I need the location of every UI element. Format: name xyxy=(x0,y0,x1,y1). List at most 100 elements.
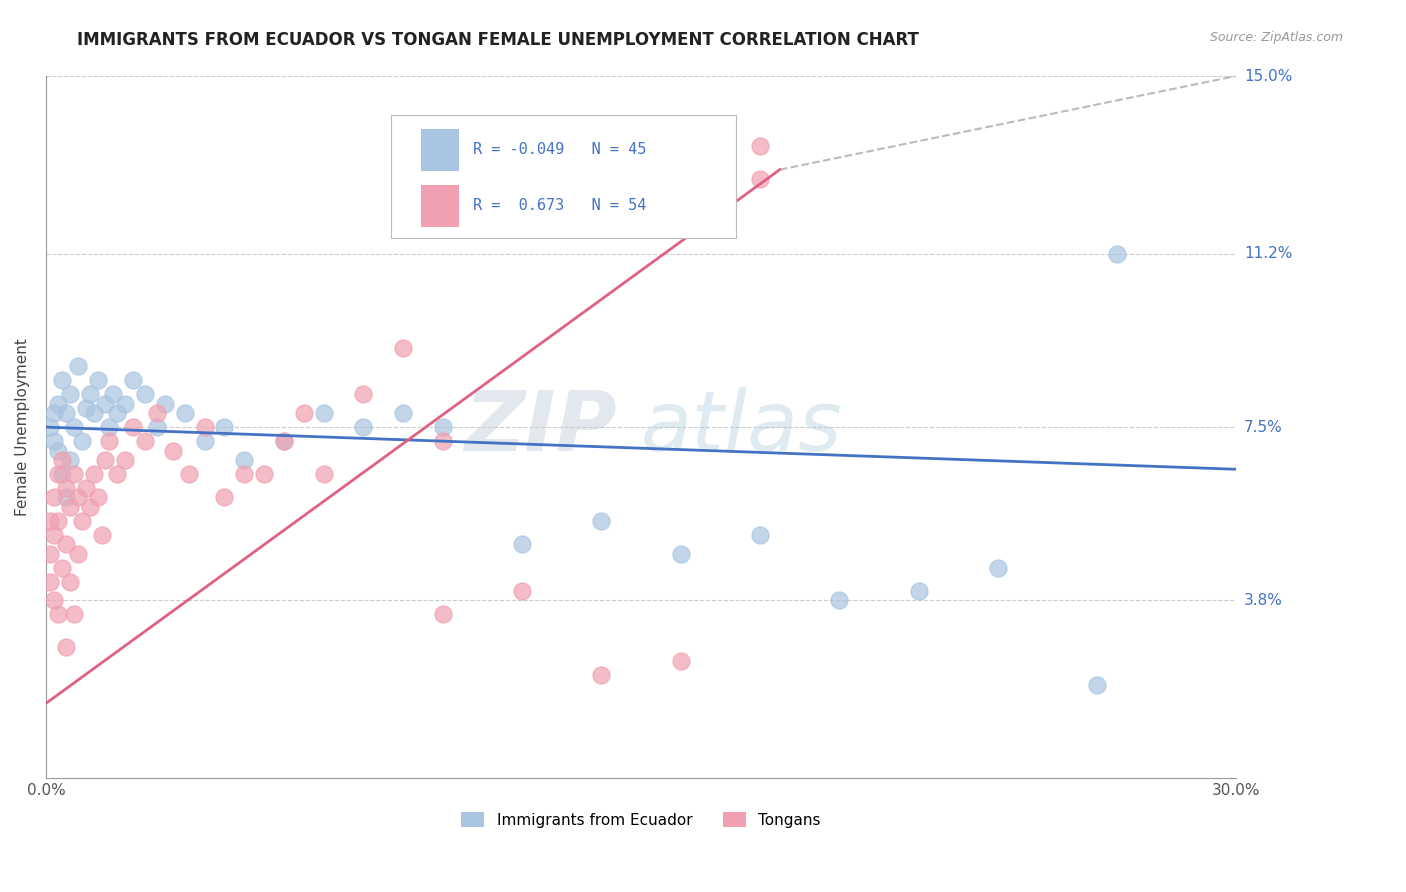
Point xyxy=(86,491,108,505)
Point xyxy=(214,491,236,505)
Point xyxy=(432,434,454,449)
Point xyxy=(146,406,169,420)
Point xyxy=(66,491,89,505)
Point xyxy=(98,420,121,434)
Point xyxy=(59,387,82,401)
Point xyxy=(352,387,374,401)
Point xyxy=(122,373,145,387)
Point xyxy=(105,467,128,481)
Point xyxy=(392,341,415,355)
Point xyxy=(352,420,374,434)
Point xyxy=(79,500,101,514)
Point xyxy=(39,547,62,561)
Point xyxy=(39,574,62,589)
Point xyxy=(669,162,692,177)
Point xyxy=(51,467,73,481)
Point xyxy=(233,453,256,467)
Point xyxy=(94,397,117,411)
Point xyxy=(1085,677,1108,691)
Point xyxy=(214,420,236,434)
Point xyxy=(70,514,93,528)
Point xyxy=(98,434,121,449)
Text: 11.2%: 11.2% xyxy=(1244,246,1292,261)
Point xyxy=(591,668,613,682)
Point xyxy=(75,481,97,495)
Point xyxy=(273,434,295,449)
Point xyxy=(103,387,125,401)
Point xyxy=(987,560,1010,574)
Point xyxy=(42,406,65,420)
Point xyxy=(748,528,770,542)
Point xyxy=(748,139,770,153)
Point xyxy=(122,420,145,434)
Point xyxy=(46,443,69,458)
Point xyxy=(94,453,117,467)
Point xyxy=(105,406,128,420)
Point xyxy=(273,434,295,449)
Point xyxy=(42,434,65,449)
Point xyxy=(39,420,62,434)
Point xyxy=(55,481,77,495)
Point xyxy=(253,467,276,481)
Point xyxy=(173,406,195,420)
Point xyxy=(55,640,77,654)
Point xyxy=(55,406,77,420)
Point xyxy=(46,514,69,528)
Point xyxy=(292,406,315,420)
Point xyxy=(62,420,84,434)
Point xyxy=(669,654,692,668)
Point xyxy=(907,584,929,599)
Text: Source: ZipAtlas.com: Source: ZipAtlas.com xyxy=(1209,31,1343,45)
Point xyxy=(51,373,73,387)
Y-axis label: Female Unemployment: Female Unemployment xyxy=(15,338,30,516)
Point xyxy=(66,547,89,561)
Point xyxy=(46,467,69,481)
Text: IMMIGRANTS FROM ECUADOR VS TONGAN FEMALE UNEMPLOYMENT CORRELATION CHART: IMMIGRANTS FROM ECUADOR VS TONGAN FEMALE… xyxy=(77,31,920,49)
Point xyxy=(828,593,851,607)
Point xyxy=(66,359,89,374)
Point xyxy=(114,453,136,467)
Point xyxy=(177,467,200,481)
Point xyxy=(233,467,256,481)
Point xyxy=(669,547,692,561)
Point xyxy=(312,406,335,420)
Point xyxy=(59,453,82,467)
Point xyxy=(312,467,335,481)
Point xyxy=(86,373,108,387)
Text: 15.0%: 15.0% xyxy=(1244,69,1292,84)
Point xyxy=(42,593,65,607)
Point xyxy=(134,434,156,449)
Point xyxy=(510,537,533,551)
Point xyxy=(39,514,62,528)
Point xyxy=(510,584,533,599)
Text: atlas: atlas xyxy=(641,386,842,467)
Point xyxy=(591,514,613,528)
Point xyxy=(62,607,84,622)
Bar xyxy=(420,185,458,227)
Legend: Immigrants from Ecuador, Tongans: Immigrants from Ecuador, Tongans xyxy=(456,805,827,834)
Point xyxy=(748,172,770,186)
Point xyxy=(75,401,97,416)
Point xyxy=(432,420,454,434)
Point xyxy=(510,210,533,224)
Point xyxy=(83,406,105,420)
Point xyxy=(90,528,112,542)
Point xyxy=(42,528,65,542)
Text: R = -0.049   N = 45: R = -0.049 N = 45 xyxy=(474,142,647,157)
Point xyxy=(42,491,65,505)
Point xyxy=(153,397,176,411)
Point xyxy=(134,387,156,401)
Point xyxy=(51,453,73,467)
Point xyxy=(55,491,77,505)
Point xyxy=(194,420,217,434)
Point xyxy=(591,172,613,186)
Point xyxy=(162,443,184,458)
Text: 3.8%: 3.8% xyxy=(1244,593,1284,607)
Point xyxy=(59,500,82,514)
Point xyxy=(392,406,415,420)
Point xyxy=(1105,247,1128,261)
Point xyxy=(114,397,136,411)
Point xyxy=(146,420,169,434)
Text: ZIP: ZIP xyxy=(464,386,617,467)
Point xyxy=(46,397,69,411)
